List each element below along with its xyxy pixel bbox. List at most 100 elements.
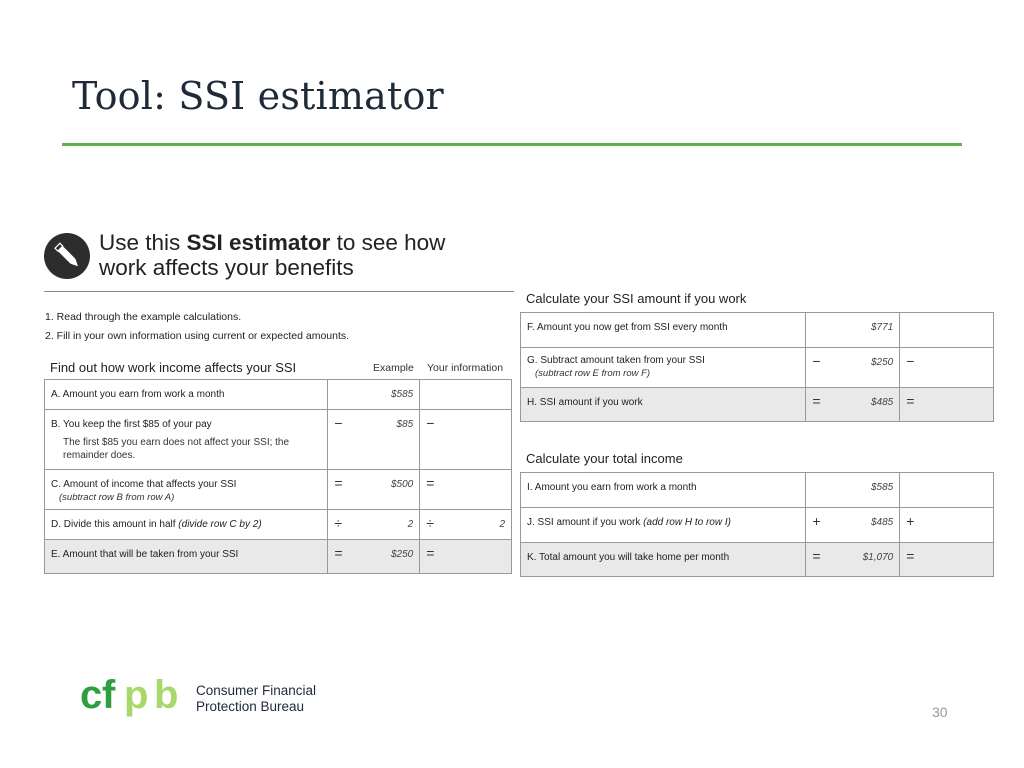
row-label: I. Amount you earn from work a month <box>519 472 807 508</box>
your-info-field[interactable]: = <box>419 539 512 574</box>
example-cell: = $485 <box>805 387 901 422</box>
left-table-heading: Find out how work income affects your SS… <box>50 360 297 375</box>
heading-part: Use this <box>99 230 187 255</box>
equals-sign: = <box>812 393 821 409</box>
minus-sign: − <box>334 415 343 431</box>
table-row: F. Amount you now get from SSI every mon… <box>519 312 994 348</box>
row-label-cell: C. Amount of income that affects your SS… <box>43 469 329 510</box>
row-label-cell: B. You keep the first $85 of your pay Th… <box>43 409 329 470</box>
total-income-table: I. Amount you earn from work a month $58… <box>519 472 994 577</box>
table-row: D. Divide this amount in half (divide ro… <box>43 509 512 540</box>
instruction-1: 1. Read through the example calculations… <box>45 311 242 323</box>
table-row-total: H. SSI amount if you work = $485 = <box>519 387 994 422</box>
example-cell: = $1,070 <box>805 542 901 577</box>
col-header-example: Example <box>373 362 414 374</box>
page-number: 30 <box>932 704 948 720</box>
table-row-total: E. Amount that will be taken from your S… <box>43 539 512 574</box>
example-value: $485 <box>870 397 894 408</box>
estimator-heading: Use this SSI estimator to see how work a… <box>99 230 445 280</box>
row-label-italic: (divide row C by 2) <box>178 519 262 530</box>
minus-sign: − <box>426 415 435 431</box>
example-cell: = $500 <box>327 469 421 510</box>
your-info-field[interactable]: − <box>899 347 994 388</box>
row-label: K. Total amount you will take home per m… <box>519 542 807 577</box>
equals-sign: = <box>812 548 821 564</box>
equals-sign: = <box>334 475 343 491</box>
work-income-table: A. Amount you earn from work a month $58… <box>43 379 512 574</box>
example-value: $500 <box>390 479 414 490</box>
your-info-field[interactable]: = <box>419 469 512 510</box>
row-label: C. Amount of income that affects your SS… <box>51 479 237 490</box>
divide-sign: ÷ <box>334 515 343 531</box>
example-cell: + $485 <box>805 507 901 543</box>
example-value: $1,070 <box>862 552 894 563</box>
table-row: B. You keep the first $85 of your pay Th… <box>43 409 512 470</box>
example-value: $85 <box>396 419 414 430</box>
your-info-field[interactable] <box>419 379 512 410</box>
ssi-amount-table: F. Amount you now get from SSI every mon… <box>519 312 994 422</box>
minus-sign: − <box>906 353 915 369</box>
row-sublabel: (subtract row E from row F) <box>535 368 651 379</box>
your-info-field[interactable]: − <box>419 409 512 470</box>
example-value: $585 <box>327 379 421 410</box>
your-info-field[interactable] <box>899 312 994 348</box>
heading-line-2: work affects your benefits <box>99 255 354 280</box>
agency-name: Consumer Financial Protection Bureau <box>196 683 316 715</box>
example-value: $250 <box>390 549 414 560</box>
equals-sign: = <box>906 393 915 409</box>
your-info-field[interactable]: ÷ 2 <box>419 509 512 540</box>
your-info-value: 2 <box>499 519 505 530</box>
title-divider <box>62 143 962 146</box>
ssi-table-heading: Calculate your SSI amount if you work <box>526 291 747 306</box>
example-value: $585 <box>805 472 901 508</box>
plus-sign: + <box>906 513 915 529</box>
example-cell: = $250 <box>327 539 421 574</box>
row-label: H. SSI amount if you work <box>519 387 807 422</box>
table-row: J. SSI amount if you work (add row H to … <box>519 507 994 543</box>
logo-letter-f: f <box>102 676 116 717</box>
example-cell: − $85 <box>327 409 421 470</box>
row-label: J. SSI amount if you work <box>527 517 641 528</box>
row-note: The first $85 you earn does not affect y… <box>63 437 290 461</box>
row-label: D. Divide this amount in half <box>51 519 176 530</box>
example-value: $771 <box>805 312 901 348</box>
agency-name-line-1: Consumer Financial <box>196 683 317 698</box>
header-divider <box>44 291 514 292</box>
row-label: F. Amount you now get from SSI every mon… <box>519 312 807 348</box>
row-label: B. You keep the first $85 of your pay <box>51 419 212 430</box>
plus-sign: + <box>812 513 821 529</box>
example-cell: ÷ 2 <box>327 509 421 540</box>
equals-sign: = <box>426 545 435 561</box>
your-info-field[interactable]: = <box>899 387 994 422</box>
cfpb-logo: c f p b <box>80 676 178 717</box>
pencil-icon <box>44 233 90 279</box>
table-row: I. Amount you earn from work a month $58… <box>519 472 994 508</box>
your-info-field[interactable]: + <box>899 507 994 543</box>
row-label-cell: D. Divide this amount in half (divide ro… <box>43 509 329 540</box>
heading-emphasis: SSI estimator <box>186 230 331 255</box>
equals-sign: = <box>426 475 435 491</box>
logo-letter-c: c <box>80 676 102 717</box>
row-label: A. Amount you earn from work a month <box>43 379 329 410</box>
row-label: G. Subtract amount taken from your SSI <box>527 355 705 366</box>
row-label-cell: G. Subtract amount taken from your SSI (… <box>519 347 807 388</box>
col-header-your-info: Your information <box>427 362 504 374</box>
total-income-heading: Calculate your total income <box>526 451 683 466</box>
table-row-total: K. Total amount you will take home per m… <box>519 542 994 577</box>
agency-name-line-2: Protection Bureau <box>196 699 305 714</box>
example-cell: − $250 <box>805 347 901 388</box>
heading-part: to see how <box>330 230 446 255</box>
logo-letter-p: p <box>124 676 148 717</box>
divide-sign: ÷ <box>426 515 434 531</box>
instruction-2: 2. Fill in your own information using cu… <box>45 330 350 342</box>
row-label: E. Amount that will be taken from your S… <box>43 539 329 574</box>
minus-sign: − <box>812 353 821 369</box>
your-info-field[interactable] <box>899 472 994 508</box>
logo-letter-b: b <box>154 676 178 717</box>
your-info-field[interactable]: = <box>899 542 994 577</box>
table-row: C. Amount of income that affects your SS… <box>43 469 512 510</box>
table-row: A. Amount you earn from work a month $58… <box>43 379 512 410</box>
row-label-cell: J. SSI amount if you work (add row H to … <box>519 507 807 543</box>
example-value: $485 <box>870 517 894 528</box>
equals-sign: = <box>334 545 343 561</box>
